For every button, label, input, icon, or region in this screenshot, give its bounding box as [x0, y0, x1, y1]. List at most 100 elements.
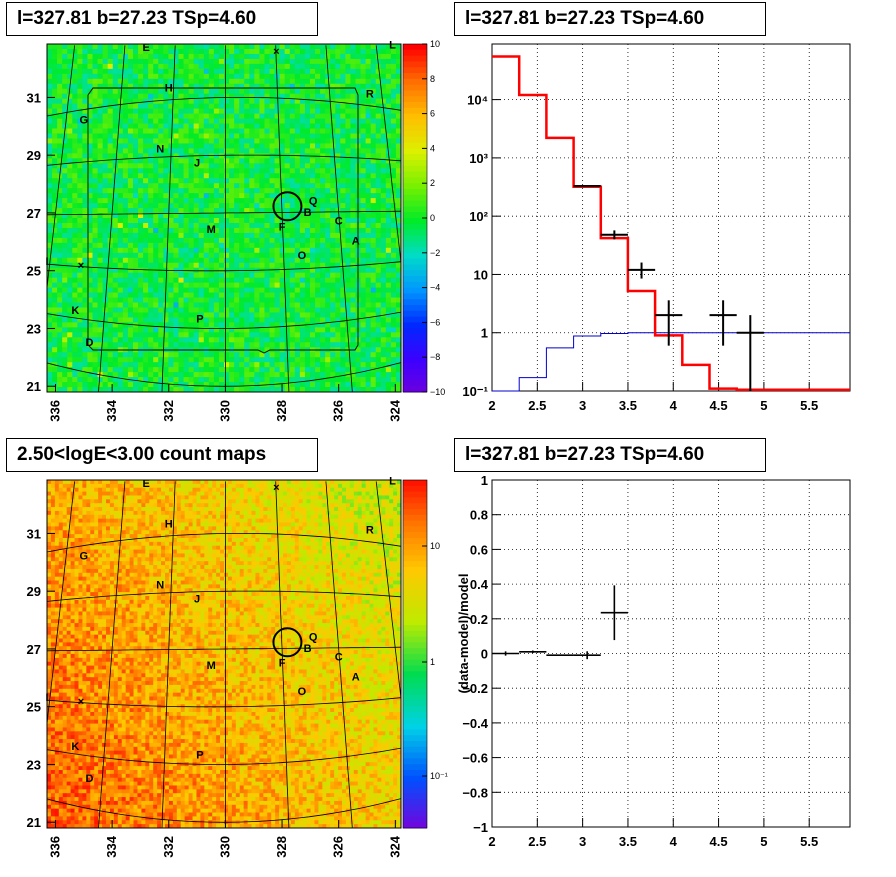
map-pixel [57, 49, 62, 54]
map-pixel [72, 372, 77, 377]
map-pixel [249, 377, 254, 382]
map-pixel [320, 337, 325, 342]
map-pixel [366, 218, 371, 223]
map-pixel [229, 198, 234, 203]
map-pixel [82, 298, 87, 303]
map-pixel [82, 173, 87, 178]
map-pixel [361, 183, 366, 188]
map-pixel [138, 133, 143, 138]
map-pixel [214, 89, 219, 94]
map-pixel [118, 283, 123, 288]
map-pixel [361, 64, 366, 69]
map-pixel [229, 273, 234, 278]
map-pixel [330, 342, 335, 347]
map-pixel [320, 94, 325, 99]
map-pixel [204, 79, 209, 84]
map-pixel [153, 288, 158, 293]
map-pixel [173, 307, 178, 312]
map-pixel [153, 278, 158, 283]
map-pixel [330, 203, 335, 208]
map-pixel [168, 173, 173, 178]
map-pixel [82, 253, 87, 258]
map-pixel [184, 317, 189, 322]
map-pixel [315, 372, 320, 377]
map-pixel [259, 357, 264, 362]
map-pixel [244, 168, 249, 173]
map-pixel [204, 263, 209, 268]
map-pixel [350, 188, 355, 193]
map-pixel [340, 104, 345, 109]
map-pixel [386, 173, 391, 178]
map-pixel [47, 178, 52, 183]
map-pixel [315, 178, 320, 183]
map-pixel [345, 44, 350, 49]
map-pixel [325, 307, 330, 312]
map-pixel [264, 44, 269, 49]
map-pixel [189, 293, 194, 298]
map-pixel [77, 148, 82, 153]
map-pixel [47, 367, 52, 372]
map-pixel [386, 243, 391, 248]
map-pixel [163, 372, 168, 377]
map-pixel [153, 218, 158, 223]
map-pixel [158, 332, 163, 337]
map-pixel [189, 273, 194, 278]
map-pixel [189, 382, 194, 387]
map-pixel [128, 233, 133, 238]
map-pixel [300, 382, 305, 387]
map-pixel [371, 59, 376, 64]
map-pixel [270, 74, 275, 79]
map-pixel [108, 138, 113, 143]
map-pixel [350, 193, 355, 198]
map-pixel [310, 124, 315, 129]
map-pixel [93, 133, 98, 138]
map-pixel [47, 104, 52, 109]
map-pixel [194, 238, 199, 243]
map-pixel [285, 143, 290, 148]
map-pixel [239, 367, 244, 372]
map-pixel [361, 158, 366, 163]
map-pixel [209, 293, 214, 298]
map-pixel [361, 203, 366, 208]
map-pixel [82, 129, 87, 134]
map-pixel [310, 148, 315, 153]
map-pixel [386, 253, 391, 258]
map-pixel [108, 342, 113, 347]
map-pixel [234, 258, 239, 263]
map-pixel [295, 89, 300, 94]
map-pixel [335, 278, 340, 283]
map-pixel [47, 74, 52, 79]
map-pixel [330, 143, 335, 148]
map-pixel [280, 133, 285, 138]
map-pixel [315, 104, 320, 109]
map-pixel [57, 228, 62, 233]
y-tick-label: 23 [27, 321, 41, 336]
map-pixel [47, 44, 52, 49]
map-pixel [72, 332, 77, 337]
map-pixel [244, 238, 249, 243]
map-pixel [143, 198, 148, 203]
map-pixel [310, 283, 315, 288]
map-pixel [259, 332, 264, 337]
map-pixel [310, 89, 315, 94]
map-pixel [133, 183, 138, 188]
map-pixel [259, 173, 264, 178]
map-pixel [209, 382, 214, 387]
map-pixel [305, 303, 310, 308]
map-pixel [310, 114, 315, 119]
map-pixel [204, 208, 209, 213]
map-pixel [214, 79, 219, 84]
map-pixel [270, 129, 275, 134]
map-pixel [290, 203, 295, 208]
map-pixel [194, 278, 199, 283]
map-pixel [189, 352, 194, 357]
map-pixel [158, 377, 163, 382]
map-pixel [371, 208, 376, 213]
map-pixel [118, 248, 123, 253]
map-pixel [194, 283, 199, 288]
map-pixel [361, 327, 366, 332]
map-pixel [290, 362, 295, 367]
map-pixel [98, 133, 103, 138]
map-pixel [178, 337, 183, 342]
map-pixel [264, 332, 269, 337]
